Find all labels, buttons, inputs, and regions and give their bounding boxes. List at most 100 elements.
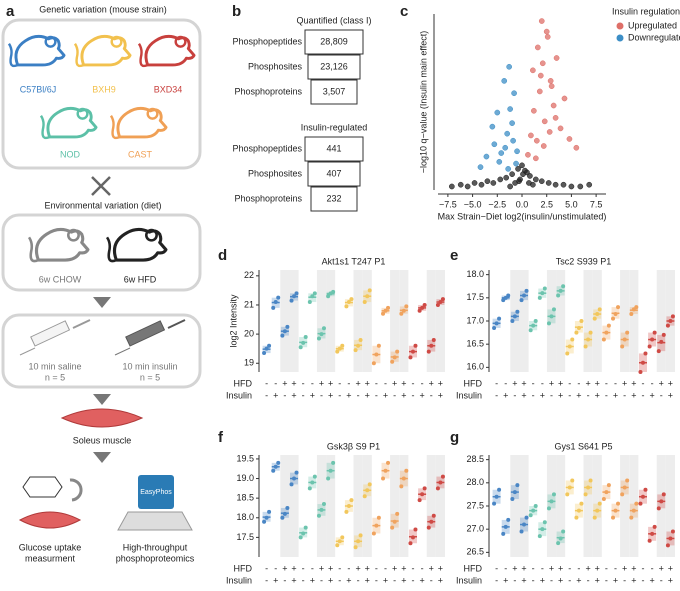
insulin-symbol: +	[291, 390, 296, 400]
insulin-symbol: -	[302, 575, 305, 585]
band	[510, 270, 520, 372]
point	[631, 508, 636, 513]
y-tick-label: 19.5	[236, 453, 254, 463]
hfd-symbol: +	[659, 378, 664, 388]
treatment-n: n = 5	[140, 372, 160, 382]
band	[390, 270, 400, 372]
point	[422, 486, 427, 491]
point	[367, 482, 372, 487]
point	[408, 541, 413, 546]
hfd-symbol: +	[521, 378, 526, 388]
hfd-symbol: +	[401, 563, 406, 573]
y-tick-label: 27.0	[466, 524, 484, 534]
band	[326, 455, 336, 557]
insulin-symbol: +	[419, 575, 424, 585]
hfd-symbol: +	[365, 378, 370, 388]
hfd-symbol: +	[659, 563, 664, 573]
point	[371, 531, 376, 536]
point	[546, 321, 551, 326]
insulin-symbol: +	[540, 390, 545, 400]
point	[498, 150, 505, 156]
point	[611, 316, 616, 321]
hfd-symbol: +	[549, 563, 554, 573]
point	[522, 522, 527, 527]
point	[390, 525, 395, 530]
point	[381, 311, 386, 316]
point	[367, 288, 372, 293]
insulin-symbol: +	[365, 390, 370, 400]
hfd-symbol: -	[651, 563, 654, 573]
point	[579, 501, 584, 506]
hfd-symbol: +	[438, 378, 443, 388]
hfd-symbol: -	[274, 563, 277, 573]
point	[431, 337, 436, 342]
point	[503, 174, 510, 181]
point	[509, 120, 515, 126]
treatment-label: 10 min insulin	[122, 361, 177, 371]
point	[395, 511, 400, 516]
hfd-symbol: -	[384, 563, 387, 573]
hfd-symbol: -	[265, 378, 268, 388]
point	[399, 484, 404, 489]
band	[629, 455, 639, 557]
band	[665, 455, 675, 557]
row-value: 23,126	[320, 61, 348, 71]
point	[328, 468, 333, 473]
hfd-symbol: +	[392, 378, 397, 388]
y-tick-label: 16.5	[466, 339, 484, 349]
insulin-symbol: -	[660, 390, 663, 400]
point	[640, 494, 645, 499]
insulin-symbol: +	[649, 575, 654, 585]
point	[670, 529, 675, 534]
point	[273, 464, 278, 469]
point	[392, 519, 397, 524]
point	[301, 340, 306, 345]
point	[547, 78, 554, 84]
row-label: Phosphoproteins	[234, 86, 302, 96]
hfd-symbol: -	[411, 378, 414, 388]
point	[457, 181, 464, 188]
point	[365, 488, 370, 493]
point	[504, 130, 511, 137]
point	[576, 325, 581, 330]
point	[358, 533, 363, 538]
point	[438, 480, 443, 485]
point	[303, 335, 308, 340]
point	[298, 535, 303, 540]
insulin-symbol: -	[550, 575, 553, 585]
point	[420, 305, 425, 310]
insulin-symbol: -	[532, 575, 535, 585]
hfd-symbol: -	[302, 563, 305, 573]
point	[537, 534, 542, 539]
section-title: Environmental variation (diet)	[44, 200, 161, 210]
point	[532, 155, 539, 162]
point	[262, 351, 267, 356]
point	[552, 181, 559, 188]
mouse-icon	[106, 227, 168, 263]
band	[583, 270, 593, 372]
strain-box	[1, 18, 202, 170]
point	[524, 288, 529, 293]
insulin-symbol: +	[401, 390, 406, 400]
point	[659, 339, 664, 344]
insulin-symbol: -	[393, 390, 396, 400]
point	[652, 330, 657, 335]
point	[289, 482, 294, 487]
point	[542, 286, 547, 291]
hfd-symbol: +	[622, 563, 627, 573]
insulin-symbol: -	[375, 575, 378, 585]
point	[565, 351, 570, 356]
hfd-symbol: +	[291, 563, 296, 573]
y-tick-label: 19.0	[236, 473, 254, 483]
panel-letter: c	[400, 3, 408, 20]
point	[262, 519, 267, 524]
point	[583, 492, 588, 497]
mouse-icon	[40, 106, 98, 140]
band	[399, 455, 409, 557]
strain-label: BXD34	[154, 84, 183, 94]
point	[507, 106, 513, 112]
y-tick-label: 17.5	[466, 292, 484, 302]
band	[510, 455, 520, 557]
hfd-symbol: -	[577, 378, 580, 388]
band	[546, 270, 557, 372]
